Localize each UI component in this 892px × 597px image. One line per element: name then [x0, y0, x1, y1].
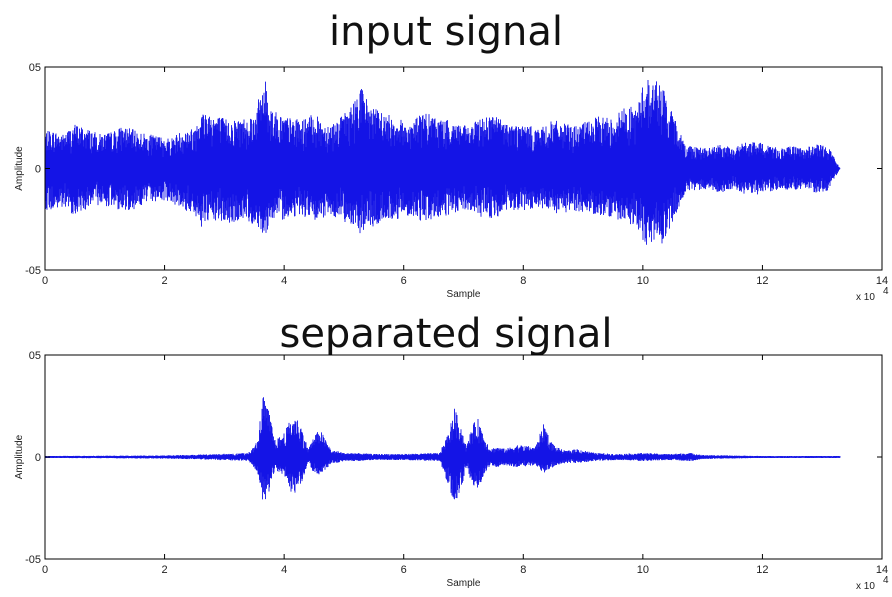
x-multiplier-exponent: 4	[883, 575, 889, 586]
y-axis-label: Amplitude	[14, 434, 25, 479]
y-tick-label: -05	[25, 265, 41, 277]
x-axis-label: Sample	[447, 289, 481, 300]
y-tick-label: 0	[35, 452, 41, 464]
x-tick-label: 14	[876, 564, 888, 576]
y-tick-label: 05	[29, 350, 41, 362]
chart-title-separated-signal: separated signal	[279, 311, 613, 357]
x-tick-label: 10	[637, 564, 649, 576]
y-tick-label: -05	[25, 554, 41, 566]
y-tick-label: 05	[29, 62, 41, 74]
x-tick-label: 8	[520, 564, 526, 576]
y-tick-label: 0	[35, 164, 41, 176]
x-tick-label: 6	[401, 275, 407, 287]
x-tick-label: 2	[162, 275, 168, 287]
x-tick-label: 4	[281, 564, 287, 576]
x-tick-label: 10	[637, 275, 649, 287]
x-tick-label: 0	[42, 564, 48, 576]
x-multiplier-label: x 10	[856, 581, 875, 592]
x-multiplier-exponent: 4	[883, 286, 889, 297]
x-axis-label: Sample	[447, 578, 481, 589]
x-tick-label: 4	[281, 275, 287, 287]
x-tick-label: 12	[756, 275, 768, 287]
chart-title-input-signal: input signal	[329, 9, 563, 55]
x-tick-label: 12	[756, 564, 768, 576]
x-tick-label: 2	[162, 564, 168, 576]
x-tick-label: 6	[401, 564, 407, 576]
y-axis-label: Amplitude	[14, 146, 25, 191]
x-tick-label: 0	[42, 275, 48, 287]
x-tick-label: 8	[520, 275, 526, 287]
x-tick-label: 14	[876, 275, 888, 287]
x-multiplier-label: x 10	[856, 292, 875, 303]
